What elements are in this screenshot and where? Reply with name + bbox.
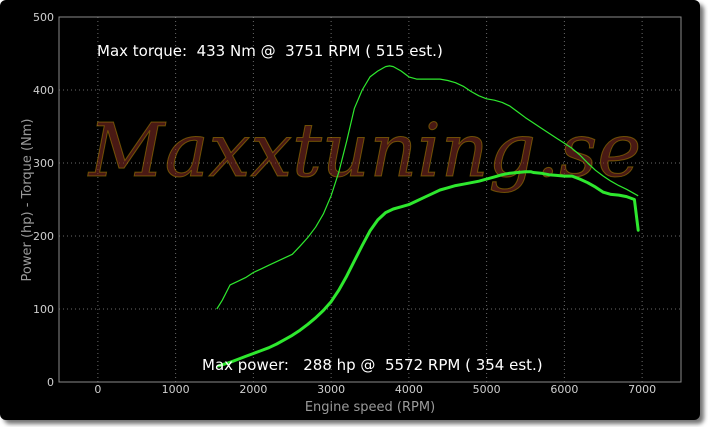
watermark: Maxxtuning.se [87, 108, 641, 194]
y-tick-label: 0 [47, 376, 54, 389]
y-tick-label: 200 [33, 230, 54, 243]
y-tick-label: 100 [33, 303, 54, 316]
y-axis-title: Power (hp) - Torque (Nm) [20, 119, 35, 282]
y-tick-label: 300 [33, 157, 54, 170]
max-power-annotation: Max power: 288 hp @ 5572 RPM ( 354 est.) [202, 356, 543, 374]
x-tick-label: 5000 [473, 383, 501, 396]
y-axis-ticks: 0 100 200 300 400 500 [33, 11, 54, 389]
power-series-line [216, 170, 640, 368]
x-tick-label: 6000 [550, 383, 578, 396]
x-tick-label: 4000 [395, 383, 423, 396]
x-axis-title: Engine speed (RPM) [305, 400, 435, 415]
x-axis-ticks: 0 1000 2000 3000 4000 5000 6000 7000 [94, 383, 656, 396]
grid [59, 17, 681, 382]
x-tick-label: 2000 [239, 383, 267, 396]
y-tick-label: 500 [33, 11, 54, 24]
y-tick-label: 400 [33, 84, 54, 97]
torque-series-line [216, 65, 639, 310]
x-tick-label: 3000 [317, 383, 345, 396]
max-torque-annotation: Max torque: 433 Nm @ 3751 RPM ( 515 est.… [97, 42, 443, 60]
x-tick-label: 0 [94, 383, 101, 396]
x-tick-label: 1000 [162, 383, 190, 396]
plot-border [58, 16, 682, 383]
x-tick-label: 7000 [628, 383, 656, 396]
chart-frame [0, 0, 700, 420]
